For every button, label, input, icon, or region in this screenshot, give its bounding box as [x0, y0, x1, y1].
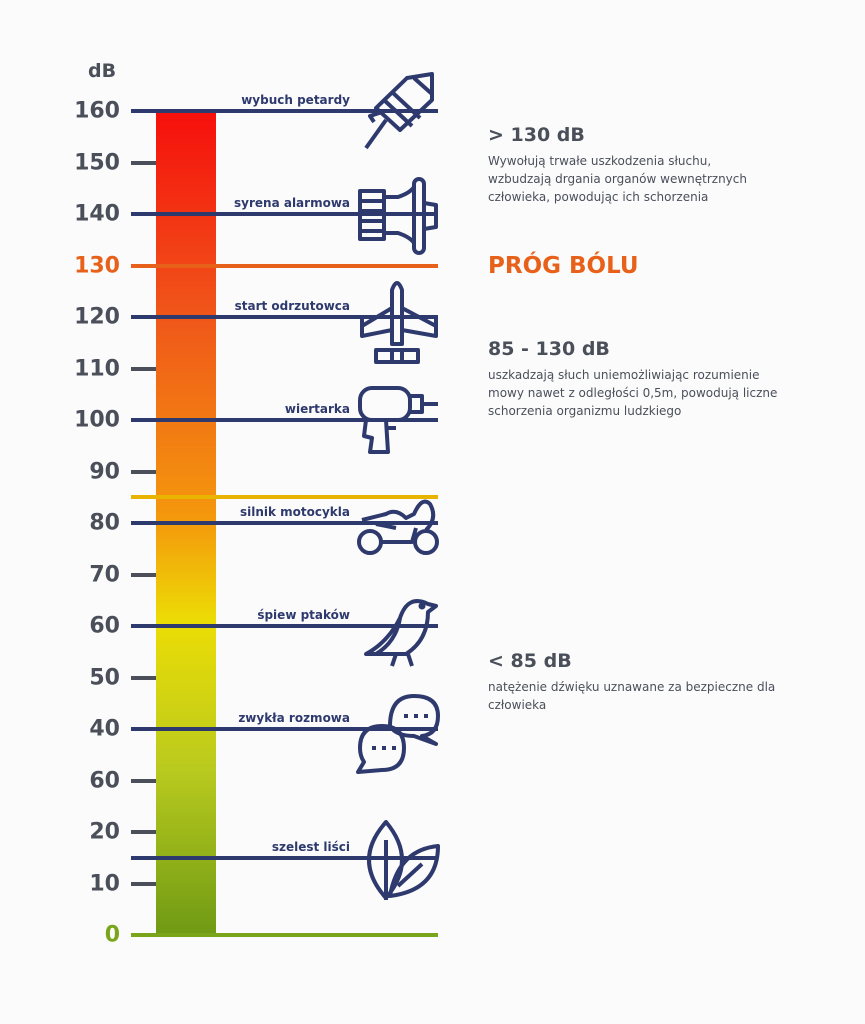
tick-label: 60	[89, 613, 120, 639]
source-label: śpiew ptaków	[257, 608, 350, 622]
tick-label: 150	[74, 150, 120, 175]
source-line	[131, 624, 438, 628]
source-label: wiertarka	[284, 402, 350, 416]
danger-threshold-line	[131, 495, 438, 500]
source-label: silnik motocykla	[239, 505, 350, 519]
tick-label: 120	[74, 304, 120, 330]
drill-icon	[356, 384, 440, 456]
zero-line	[131, 933, 438, 937]
range-desc-above-130: Wywołują trwałe uszkodzenia słuchu, wzbu…	[488, 154, 747, 204]
motorcycle-icon	[356, 494, 440, 558]
tick-mark	[131, 160, 157, 165]
tick-mark	[131, 830, 157, 834]
source-line	[131, 212, 438, 216]
tick-label: 90	[89, 459, 120, 484]
range-desc-85-130: uszkadzają słuch uniemożliwiając rozumie…	[488, 368, 778, 418]
siren-icon	[358, 175, 440, 257]
unit-label: dB	[88, 60, 117, 82]
tick-label: 160	[74, 98, 120, 124]
tick-label: 140	[74, 201, 120, 227]
source-label: start odrzutowca	[234, 299, 350, 313]
source-line	[131, 727, 438, 731]
source-line	[131, 418, 438, 422]
range-title-below-85: < 85 dB	[488, 650, 572, 672]
tick-label: 60	[89, 768, 120, 793]
source-label: szelest liści	[271, 839, 350, 854]
tick-label: 70	[89, 562, 120, 587]
chat-icon	[356, 692, 440, 774]
tick-label: 80	[89, 510, 120, 536]
leaf-icon	[358, 820, 440, 902]
range-desc-below-85: natężenie dźwięku uznawane za bezpieczne…	[488, 680, 776, 712]
source-line	[131, 521, 438, 525]
tick-label: 130	[74, 253, 120, 278]
tick-mark	[131, 675, 157, 680]
tick-label: 50	[89, 665, 120, 690]
range-title-85-130: 85 - 130 dB	[488, 338, 610, 360]
source-line	[131, 855, 438, 860]
range-title-above-130: > 130 dB	[488, 124, 585, 146]
source-label: syrena alarmowa	[234, 196, 350, 210]
source-label: zwykła rozmowa	[238, 711, 350, 725]
tick-label: 100	[74, 407, 120, 433]
tick-label: 20	[89, 819, 120, 845]
tick-label: 10	[89, 871, 120, 896]
tick-mark	[131, 881, 157, 886]
tick-mark	[131, 469, 157, 474]
source-label: wybuch petardy	[241, 93, 350, 107]
bird-icon	[356, 590, 440, 670]
tick-label: 0	[104, 922, 120, 948]
tick-mark	[131, 572, 157, 577]
source-line	[131, 315, 438, 319]
jet-icon	[358, 274, 440, 364]
tick-label: 110	[74, 356, 120, 381]
tick-mark	[131, 778, 157, 783]
tick-mark	[131, 366, 157, 371]
tick-label: 40	[89, 716, 120, 742]
firecracker-icon	[362, 70, 442, 152]
pain-threshold-line	[131, 263, 438, 268]
pain-threshold-label: PRÓG BÓLU	[488, 253, 639, 279]
source-line	[131, 109, 438, 113]
